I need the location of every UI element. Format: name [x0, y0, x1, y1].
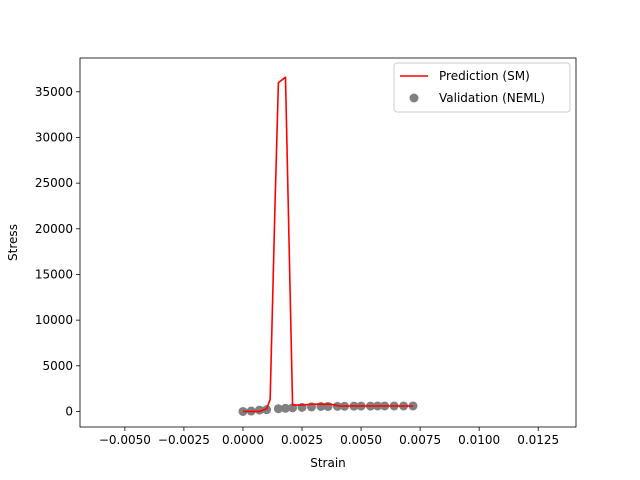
series-layer [238, 76, 418, 416]
legend-label-prediction: Prediction (SM) [439, 69, 530, 83]
y-tick-label: 25000 [35, 176, 73, 190]
y-tick-label: 15000 [35, 267, 73, 281]
x-tick-label: 0.0000 [222, 433, 264, 447]
validation-point [280, 403, 290, 413]
x-tick-label: 0.0125 [517, 433, 559, 447]
x-tick-label: 0.0050 [340, 433, 382, 447]
validation-point [273, 404, 283, 414]
y-axis-ticks: 0 5000 10000 15000 20000 25000 30000 35000 [35, 85, 80, 418]
x-tick-label: 0.0100 [458, 433, 500, 447]
x-axis-ticks: −0.0050 −0.0025 0.0000 0.0025 0.0050 0.0075 0.… [99, 427, 559, 447]
legend-box [393, 62, 571, 113]
x-tick-label: −0.0050 [99, 433, 151, 447]
y-tick-label: 10000 [35, 313, 73, 327]
y-tick-label: 5000 [42, 359, 73, 373]
y-axis-label: Stress [6, 224, 20, 261]
y-tick-label: 20000 [35, 222, 73, 236]
prediction-line [242, 76, 414, 413]
validation-point [323, 401, 333, 411]
x-tick-label: −0.0025 [158, 433, 210, 447]
validation-point [332, 401, 342, 411]
x-tick-label: 0.0025 [281, 433, 323, 447]
axes-frame [79, 57, 577, 428]
x-axis-label: Strain [310, 456, 346, 470]
validation-point [255, 405, 265, 415]
y-tick-label: 35000 [35, 85, 73, 99]
legend-label-validation: Validation (NEML) [439, 91, 545, 105]
legend: Prediction (SM) Validation (NEML) [393, 62, 571, 113]
y-tick-label: 0 [65, 404, 73, 418]
validation-point [262, 405, 272, 415]
y-tick-label: 30000 [35, 130, 73, 144]
x-tick-label: 0.0075 [399, 433, 441, 447]
legend-marker-swatch [409, 93, 419, 103]
